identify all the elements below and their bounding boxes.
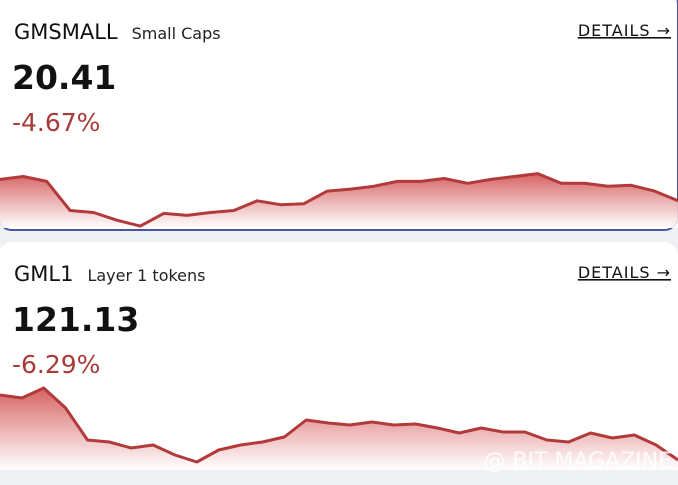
details-link[interactable]: DETAILS → (578, 263, 671, 282)
details-link[interactable]: DETAILS → (578, 21, 671, 40)
ticker: GML1 (14, 262, 73, 286)
sparkline-area (0, 388, 678, 470)
card-bg (0, 242, 678, 470)
index-name: Small Caps (132, 24, 221, 43)
change: -6.29% (12, 350, 100, 379)
sparkline-line (0, 172, 678, 228)
index-name: Layer 1 tokens (87, 266, 205, 285)
change: -4.67% (12, 108, 100, 137)
card-bg (0, 0, 678, 231)
price: 121.13 (12, 300, 139, 339)
watermark: @ BIT MAGAZINE (483, 449, 672, 474)
ticker: GMSMALL (14, 20, 118, 44)
sparkline-line (0, 386, 678, 464)
price: 20.41 (12, 58, 116, 97)
